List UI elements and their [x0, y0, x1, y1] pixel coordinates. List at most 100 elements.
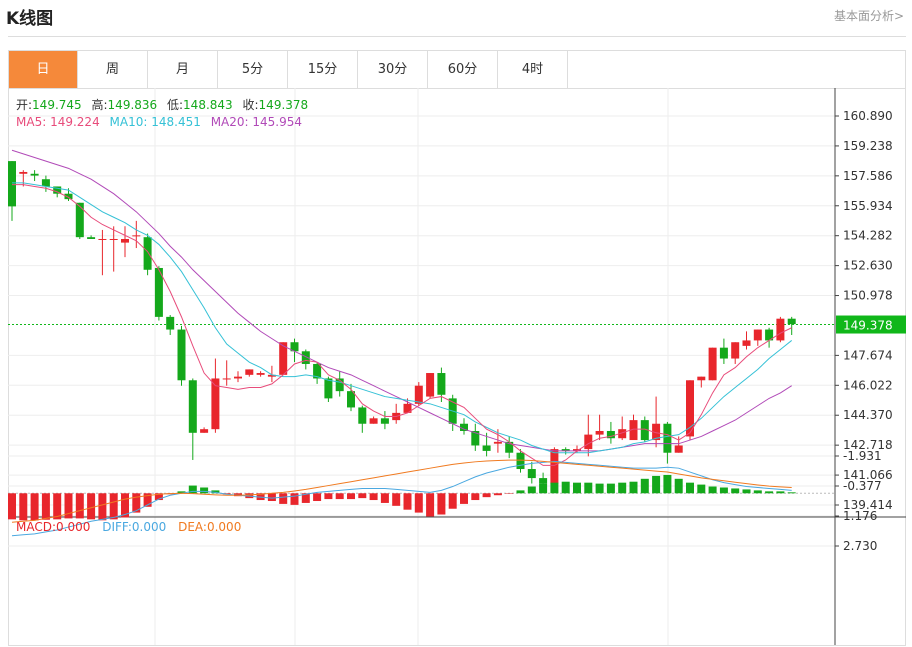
- candle-body: [719, 347, 728, 359]
- y-tick-label: 142.718: [843, 438, 893, 452]
- tab-week[interactable]: 周: [78, 51, 148, 88]
- macd-bar: [143, 493, 152, 507]
- candle-body: [584, 434, 593, 450]
- candle-body: [177, 329, 186, 381]
- ma5-line: [12, 184, 792, 466]
- macd-bar: [742, 489, 751, 494]
- candle-body: [313, 363, 322, 379]
- candle-body: [188, 380, 197, 433]
- candle-body: [19, 171, 28, 174]
- macd-bar: [584, 482, 593, 494]
- candle-body: [674, 445, 683, 453]
- candle-body: [493, 441, 502, 444]
- candle-body: [697, 376, 706, 381]
- macd-bar: [618, 482, 627, 494]
- macd-bar: [697, 484, 706, 494]
- candle-body: [75, 202, 84, 238]
- macd-y-tick-label: 1.176: [843, 509, 877, 523]
- macd-bar: [482, 493, 491, 498]
- macd-bar: [573, 482, 581, 494]
- candles: [8, 161, 796, 491]
- macd-bar: [369, 493, 378, 501]
- tab-30min[interactable]: 30分: [358, 51, 428, 88]
- ma20-value: 145.954: [252, 115, 303, 129]
- macd-bar: [177, 491, 186, 494]
- candle-body: [595, 430, 604, 435]
- macd-y-tick-label: -0.377: [843, 479, 882, 493]
- candle-body: [301, 351, 310, 364]
- macd-bar: [753, 490, 762, 494]
- tab-month[interactable]: 月: [148, 51, 218, 88]
- candle-body: [154, 267, 163, 317]
- macd-bar: [8, 493, 16, 520]
- macd-bar: [493, 493, 502, 496]
- macd-bar: [708, 486, 717, 494]
- candle-body: [663, 423, 672, 453]
- chart-panel: 日 周 月 5分 15分 30分 60分 4时: [8, 50, 906, 646]
- macd-bar: [652, 475, 661, 494]
- macd-bar: [640, 478, 649, 494]
- candle-body: [234, 376, 242, 379]
- macd-bar: [64, 493, 73, 519]
- y-tick-label: 159.238: [843, 139, 893, 153]
- candle-body: [618, 429, 627, 439]
- page-title: K线图: [6, 9, 54, 29]
- tab-60min[interactable]: 60分: [428, 51, 498, 88]
- macd-bar: [561, 481, 570, 494]
- ohlc-legend: 开:149.745 高:149.836 低:148.843 收:149.378: [16, 96, 308, 113]
- macd-bar: [403, 493, 412, 510]
- candle-body: [606, 430, 615, 439]
- candle-body: [53, 186, 62, 194]
- y-tick-label: 144.370: [843, 408, 893, 422]
- diff-label: DIFF:: [102, 520, 132, 534]
- y-tick-label: 147.674: [843, 348, 893, 362]
- tab-5min[interactable]: 5分: [218, 51, 288, 88]
- candle-body: [132, 235, 141, 237]
- candle-body: [652, 423, 661, 441]
- candle-body: [505, 441, 514, 453]
- macd-bar: [527, 486, 536, 494]
- tab-4hour[interactable]: 4时: [498, 51, 568, 88]
- y-tick-label: 160.890: [843, 109, 893, 123]
- diff-value: 0.000: [131, 520, 167, 534]
- macd-bar: [132, 493, 141, 513]
- macd-bar: [719, 487, 728, 494]
- candle-body: [222, 378, 231, 380]
- candle-body: [753, 329, 762, 341]
- candle-body: [41, 179, 50, 187]
- macd-bar: [267, 493, 276, 502]
- macd-bar: [776, 491, 785, 494]
- macd-bar: [606, 483, 615, 494]
- tab-day[interactable]: 日: [9, 51, 78, 88]
- candle-body: [731, 342, 740, 359]
- candle-body: [109, 238, 118, 240]
- low-value: 148.843: [183, 98, 233, 112]
- candle-body: [98, 238, 107, 240]
- last-price-label: 149.378: [843, 319, 893, 333]
- candle-body: [335, 378, 344, 392]
- macd-bar: [426, 493, 435, 517]
- macd-bar: [539, 483, 548, 494]
- ma20-label: MA20:: [210, 115, 249, 129]
- y-tick-label: 139.414: [843, 498, 893, 512]
- high-label: 高:: [91, 98, 108, 112]
- macd-legend: MACD:0.000 DIFF:0.000 DEA:0.000: [16, 520, 241, 534]
- candle-body: [8, 161, 16, 207]
- candle-body: [471, 430, 480, 446]
- tab-15min[interactable]: 15分: [288, 51, 358, 88]
- macd-bar: [19, 493, 28, 521]
- candle-body: [629, 420, 638, 441]
- fundamental-analysis-link[interactable]: 基本面分析>: [833, 9, 904, 23]
- candle-body: [403, 403, 412, 413]
- diff-line: [11, 460, 792, 537]
- grid: [8, 88, 835, 645]
- close-value: 149.378: [258, 98, 309, 112]
- candle-body: [516, 452, 525, 470]
- macd-bar: [301, 493, 310, 503]
- dea-line: [11, 459, 792, 523]
- macd-bar: [154, 493, 163, 501]
- candle-body: [414, 385, 423, 404]
- candle-body: [64, 193, 73, 200]
- candle-body: [527, 469, 536, 479]
